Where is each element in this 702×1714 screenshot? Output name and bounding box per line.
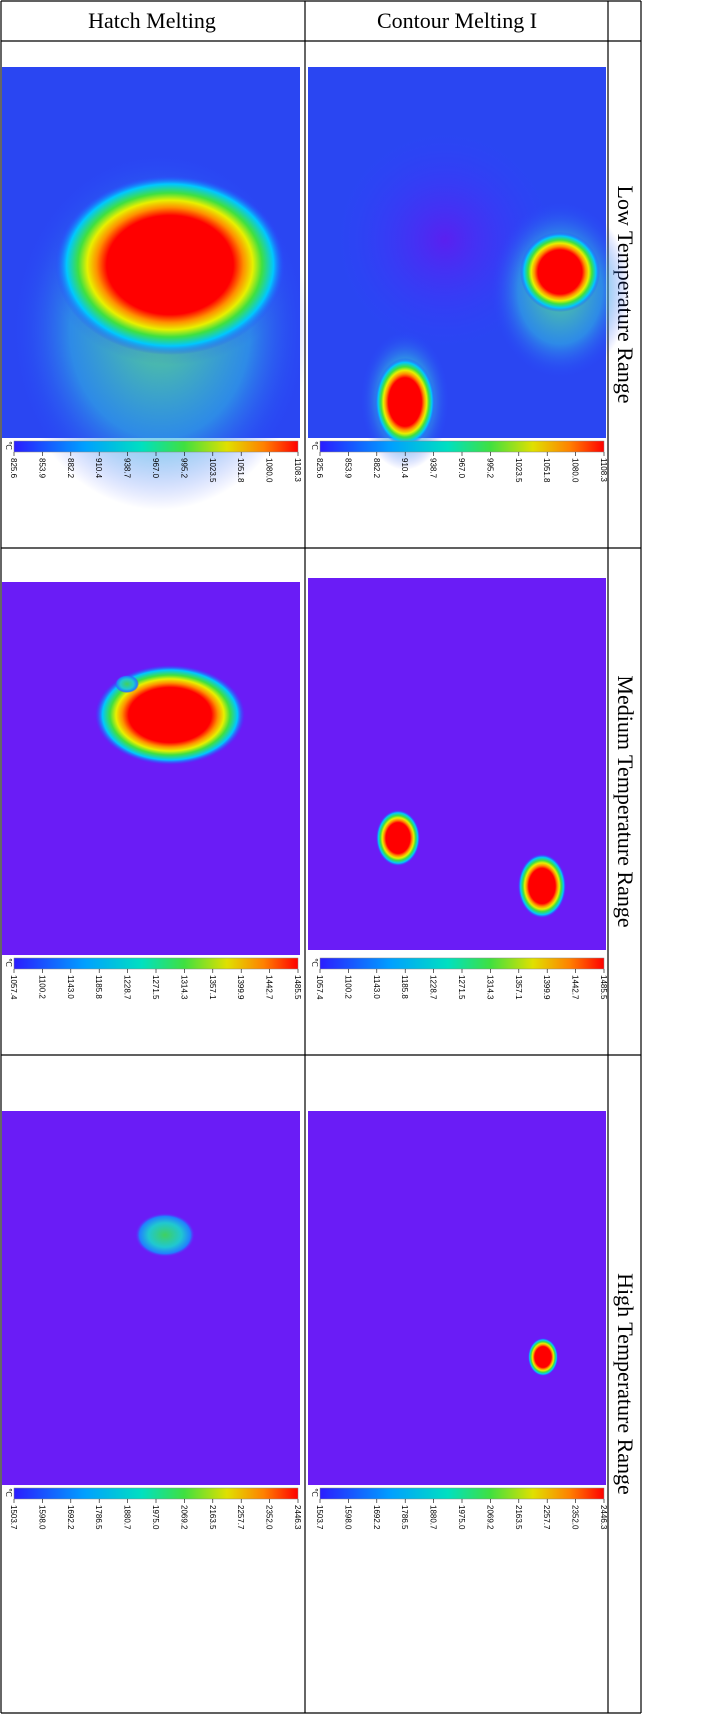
colorbar-label: 1228.7 <box>123 975 132 1000</box>
colorbar-label: 938.7 <box>123 458 132 479</box>
colorbar-label: 1023.5 <box>514 458 523 483</box>
colorbar-label: 1100.2 <box>37 975 46 999</box>
colorbar-label: 1880.7 <box>123 1505 132 1530</box>
colorbar-label: 1442.7 <box>571 975 580 1000</box>
colorbar-label: 910.4 <box>400 458 409 479</box>
colorbar-label: 853.9 <box>343 458 352 479</box>
thermal-image <box>2 1111 300 1485</box>
colorbar-label: 2163.5 <box>208 1505 217 1530</box>
colorbar-label: 967.0 <box>457 458 466 479</box>
colorbar-label: 1143.0 <box>372 975 381 999</box>
colorbar <box>14 958 298 969</box>
column-header: Contour Melting I <box>377 8 537 33</box>
row-label: High Temperature Range <box>613 1273 638 1495</box>
colorbar-label: 2069.2 <box>179 1505 188 1530</box>
colorbar <box>14 441 298 452</box>
colorbar-label: 825.6 <box>9 458 18 479</box>
colorbar-label: 995.2 <box>485 458 494 479</box>
colorbar-label: 1786.5 <box>400 1505 409 1530</box>
colorbar-label: 2069.2 <box>485 1505 494 1530</box>
colorbar-label: 1975.0 <box>151 1505 160 1530</box>
column-header: Hatch Melting <box>88 8 216 33</box>
page: {"table": { "header": ["Hatch Melting", … <box>0 0 702 1714</box>
colorbar-label: 1100.2 <box>343 975 352 999</box>
hot-spot <box>135 1213 195 1257</box>
colorbar-label: 1314.3 <box>485 975 494 1000</box>
colorbar <box>14 1488 298 1499</box>
colorbar-label: 1975.0 <box>457 1505 466 1530</box>
colorbar-unit: ℃ <box>310 441 319 450</box>
colorbar-label: 938.7 <box>429 458 438 479</box>
colorbar-label: 1228.7 <box>429 975 438 1000</box>
colorbar <box>320 441 604 452</box>
colorbar-label: 1880.7 <box>429 1505 438 1530</box>
thermal-image <box>308 1111 606 1485</box>
colorbar-label: 1692.2 <box>66 1505 75 1530</box>
colorbar-label: 1057.4 <box>9 975 18 1000</box>
colorbar-label: 1271.5 <box>151 975 160 1000</box>
colorbar-label: 1271.5 <box>457 975 466 1000</box>
colorbar-label: 1485.5 <box>599 975 608 1000</box>
colorbar-unit: ℃ <box>4 441 13 450</box>
colorbar-unit: ℃ <box>310 1488 319 1497</box>
colorbar <box>320 1488 604 1499</box>
hot-spot <box>520 232 600 312</box>
colorbar-label: 1080.0 <box>571 458 580 483</box>
colorbar-label: 1357.1 <box>514 975 523 1000</box>
colorbar-label: 882.2 <box>372 458 381 479</box>
hot-spot <box>375 358 435 446</box>
colorbar-label: 1598.0 <box>37 1505 46 1530</box>
colorbar-label: 2257.7 <box>542 1505 551 1530</box>
colorbar-label: 1485.5 <box>293 975 302 1000</box>
colorbar <box>320 958 604 969</box>
colorbar-label: 1057.4 <box>315 975 324 1000</box>
colorbar-label: 1108.3 <box>599 458 608 482</box>
colorbar-label: 967.0 <box>151 458 160 479</box>
colorbar-label: 1503.7 <box>9 1505 18 1530</box>
hot-spot <box>528 1338 558 1376</box>
colorbar-label: 2446.3 <box>599 1505 608 1530</box>
colorbar-label: 1598.0 <box>343 1505 352 1530</box>
colorbar-label: 1185.8 <box>400 975 409 999</box>
colorbar-label: 1399.9 <box>236 975 245 1000</box>
thermal-image <box>2 582 300 955</box>
colorbar-label: 1786.5 <box>94 1505 103 1530</box>
colorbar-label: 1314.3 <box>179 975 188 1000</box>
colorbar-label: 1143.0 <box>66 975 75 999</box>
colorbar-label: 1051.8 <box>236 458 245 483</box>
colorbar-label: 2257.7 <box>236 1505 245 1530</box>
colorbar-label: 853.9 <box>37 458 46 479</box>
hot-spot <box>518 854 566 918</box>
colorbar-label: 882.2 <box>66 458 75 479</box>
hot-spot <box>115 675 139 693</box>
colorbar-label: 1051.8 <box>542 458 551 483</box>
colorbar-label: 1357.1 <box>208 975 217 1000</box>
colorbar-label: 1503.7 <box>315 1505 324 1530</box>
colorbar-label: 1108.3 <box>293 458 302 482</box>
colorbar-label: 2352.0 <box>265 1505 274 1530</box>
colorbar-label: 1442.7 <box>265 975 274 1000</box>
colorbar-label: 1080.0 <box>265 458 274 483</box>
colorbar-label: 2352.0 <box>571 1505 580 1530</box>
colorbar-label: 1692.2 <box>372 1505 381 1530</box>
colorbar-unit: ℃ <box>4 958 13 967</box>
colorbar-unit: ℃ <box>4 1488 13 1497</box>
colorbar-label: 825.6 <box>315 458 324 479</box>
colorbar-unit: ℃ <box>310 958 319 967</box>
figure: Hatch Melting Contour Melting I Low Temp… <box>0 0 702 1714</box>
colorbar-label: 995.2 <box>179 458 188 479</box>
colorbar-label: 1185.8 <box>94 975 103 999</box>
hot-spot <box>55 175 285 355</box>
colorbar-label: 2163.5 <box>514 1505 523 1530</box>
row-label: Medium Temperature Range <box>613 675 638 927</box>
colorbar-label: 910.4 <box>94 458 103 479</box>
hot-spot <box>376 810 420 866</box>
colorbar-label: 1399.9 <box>542 975 551 1000</box>
colorbar-label: 1023.5 <box>208 458 217 483</box>
colorbar-label: 2446.3 <box>293 1505 302 1530</box>
